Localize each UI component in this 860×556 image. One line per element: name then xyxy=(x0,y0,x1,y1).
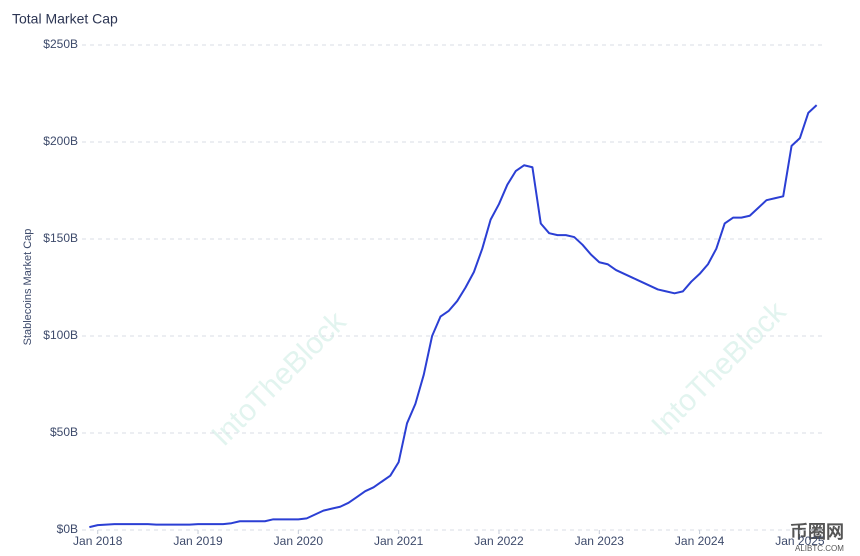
corner-logo: 币圈网 xyxy=(790,522,844,542)
y-axis-label: Stablecoins Market Cap xyxy=(22,229,34,346)
x-tick-label: Jan 2020 xyxy=(274,534,324,548)
x-tick-label: Jan 2023 xyxy=(575,534,625,548)
x-tick-label: Jan 2022 xyxy=(474,534,524,548)
y-tick-label: $250B xyxy=(43,37,78,51)
x-tick-label: Jan 2019 xyxy=(173,534,223,548)
y-tick-label: $200B xyxy=(43,134,78,148)
x-tick-label: Jan 2024 xyxy=(675,534,725,548)
chart-title: Total Market Cap xyxy=(12,11,118,27)
corner-logo-sub: ALIBTC.COM xyxy=(795,544,844,553)
y-tick-label: $150B xyxy=(43,231,78,245)
y-tick-label: $50B xyxy=(50,425,78,439)
x-tick-label: Jan 2018 xyxy=(73,534,123,548)
line xyxy=(89,104,818,529)
y-tick-label: $0B xyxy=(57,522,78,536)
watermark: IntoTheBlock xyxy=(645,295,793,443)
x-tick-label: Jan 2021 xyxy=(374,534,424,548)
x-tick-label: Jan 2025 xyxy=(775,534,825,548)
watermark: IntoTheBlock xyxy=(205,305,353,453)
y-tick-label: $100B xyxy=(43,328,78,342)
